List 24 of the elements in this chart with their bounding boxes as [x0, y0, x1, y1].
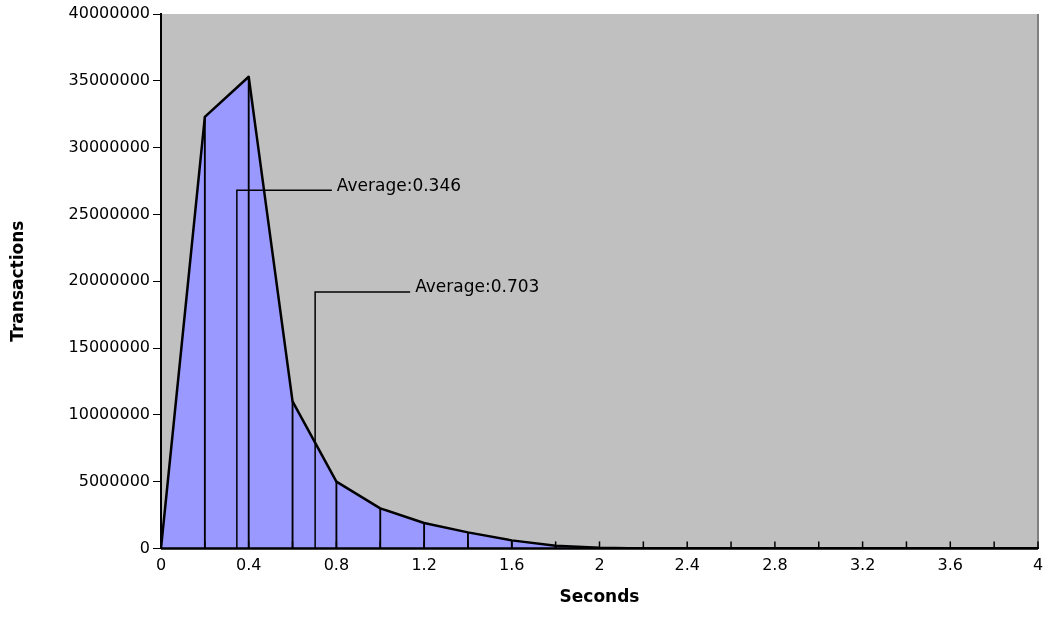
x-tick-label: 0 [155, 555, 167, 575]
x-tick-label: 2 [594, 555, 605, 575]
y-tick-label: 10000000 [68, 403, 150, 423]
y-tick-label: 35000000 [68, 69, 150, 89]
x-tick-label: 0.4 [235, 555, 262, 575]
y-tick-label: 5000000 [78, 470, 150, 490]
x-tick-label: 4 [1032, 555, 1044, 575]
x-tick-label: 1.6 [499, 555, 525, 575]
y-tick-label: 20000000 [68, 270, 150, 290]
y-tick-label: 25000000 [68, 203, 150, 223]
ref-line-label: Average:0.346 [336, 174, 462, 195]
y-tick-label: 30000000 [68, 136, 150, 156]
x-tick-label: 2.4 [674, 555, 700, 575]
x-tick-label: 1.2 [411, 555, 437, 575]
y-tick-label: 40000000 [68, 3, 150, 23]
x-tick-label: 3.2 [849, 555, 876, 575]
x-tick-label: 2.8 [762, 555, 788, 575]
ref-line-label: Average:0.703 [415, 276, 540, 297]
x-tick-label: 3.6 [937, 555, 964, 575]
y-axis-title: Transactions [6, 220, 27, 342]
x-axis-title: Seconds [559, 586, 640, 607]
y-tick-label: 15000000 [68, 337, 150, 357]
x-tick-label: 0.8 [323, 555, 350, 575]
y-tick-label: 0 [139, 537, 150, 557]
